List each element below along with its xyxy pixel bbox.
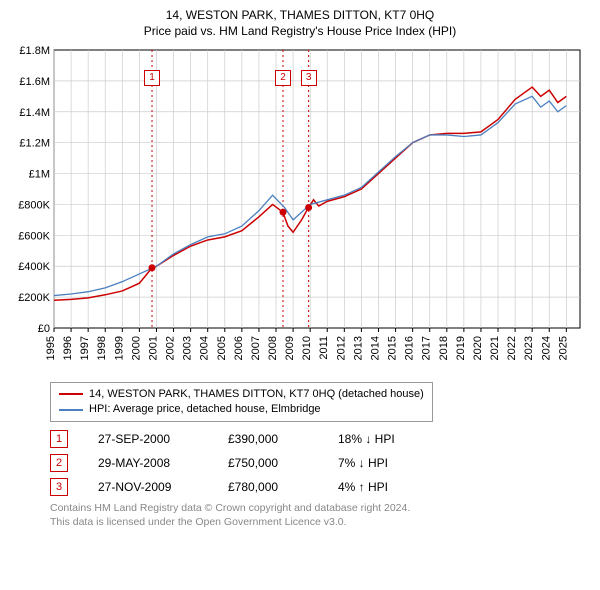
svg-text:2010: 2010 — [301, 336, 313, 360]
chart-title: 14, WESTON PARK, THAMES DITTON, KT7 0HQ — [10, 8, 590, 24]
svg-text:1998: 1998 — [96, 336, 108, 360]
svg-text:£0: £0 — [38, 323, 50, 335]
svg-text:1996: 1996 — [62, 336, 74, 360]
svg-text:£1M: £1M — [29, 168, 50, 180]
marker-date: 27-SEP-2000 — [98, 432, 198, 446]
marker-number-box: 2 — [50, 454, 68, 472]
chart-container: 14, WESTON PARK, THAMES DITTON, KT7 0HQ … — [0, 0, 600, 590]
legend-swatch — [59, 409, 83, 411]
svg-text:2021: 2021 — [489, 336, 501, 360]
svg-text:2017: 2017 — [421, 336, 433, 360]
license-line: This data is licensed under the Open Gov… — [50, 516, 590, 530]
chart-marker-label: 1 — [144, 70, 160, 86]
svg-text:2005: 2005 — [216, 336, 228, 360]
marker-price: £750,000 — [228, 456, 308, 470]
marker-pct: 18% ↓ HPI — [338, 432, 428, 446]
chart-marker-label: 3 — [301, 70, 317, 86]
legend-label: HPI: Average price, detached house, Elmb… — [89, 402, 321, 417]
svg-text:2011: 2011 — [318, 336, 330, 360]
svg-text:2008: 2008 — [267, 336, 279, 360]
svg-text:£800K: £800K — [18, 199, 50, 211]
svg-text:2012: 2012 — [335, 336, 347, 360]
svg-text:2015: 2015 — [387, 336, 399, 360]
legend-label: 14, WESTON PARK, THAMES DITTON, KT7 0HQ … — [89, 387, 424, 402]
svg-text:2002: 2002 — [165, 336, 177, 360]
svg-text:2023: 2023 — [523, 336, 535, 360]
svg-text:£400K: £400K — [18, 261, 50, 273]
svg-text:£200K: £200K — [18, 292, 50, 304]
svg-text:£1.6M: £1.6M — [19, 75, 50, 87]
svg-text:2013: 2013 — [352, 336, 364, 360]
license-text: Contains HM Land Registry data © Crown c… — [50, 502, 590, 529]
svg-text:1999: 1999 — [113, 336, 125, 360]
marker-number-box: 1 — [50, 430, 68, 448]
svg-text:2003: 2003 — [182, 336, 194, 360]
marker-date: 29-MAY-2008 — [98, 456, 198, 470]
svg-text:2024: 2024 — [540, 336, 552, 360]
svg-text:1995: 1995 — [45, 336, 57, 360]
svg-text:2000: 2000 — [130, 336, 142, 360]
svg-text:2007: 2007 — [250, 336, 262, 360]
legend: 14, WESTON PARK, THAMES DITTON, KT7 0HQ … — [50, 382, 433, 423]
legend-item: HPI: Average price, detached house, Elmb… — [59, 402, 424, 417]
svg-text:2006: 2006 — [233, 336, 245, 360]
svg-text:1997: 1997 — [79, 336, 91, 360]
marker-table-row: 2 29-MAY-2008 £750,000 7% ↓ HPI — [50, 454, 590, 472]
marker-date: 27-NOV-2009 — [98, 480, 198, 494]
svg-text:2004: 2004 — [199, 336, 211, 360]
svg-text:2020: 2020 — [472, 336, 484, 360]
marker-table-row: 1 27-SEP-2000 £390,000 18% ↓ HPI — [50, 430, 590, 448]
svg-text:2014: 2014 — [369, 336, 381, 360]
chart-marker-label: 2 — [275, 70, 291, 86]
marker-pct: 7% ↓ HPI — [338, 456, 428, 470]
license-line: Contains HM Land Registry data © Crown c… — [50, 502, 590, 516]
svg-text:2016: 2016 — [404, 336, 416, 360]
marker-pct: 4% ↑ HPI — [338, 480, 428, 494]
svg-text:2025: 2025 — [557, 336, 569, 360]
marker-table: 1 27-SEP-2000 £390,000 18% ↓ HPI 2 29-MAY-200… — [50, 430, 590, 496]
marker-table-row: 3 27-NOV-2009 £780,000 4% ↑ HPI — [50, 478, 590, 496]
marker-number-box: 3 — [50, 478, 68, 496]
svg-text:2009: 2009 — [284, 336, 296, 360]
legend-swatch — [59, 393, 83, 395]
svg-text:2019: 2019 — [455, 336, 467, 360]
chart-subtitle: Price paid vs. HM Land Registry's House … — [10, 24, 590, 38]
svg-text:2001: 2001 — [147, 336, 159, 360]
svg-text:2022: 2022 — [506, 336, 518, 360]
svg-text:£1.2M: £1.2M — [19, 137, 50, 149]
legend-item: 14, WESTON PARK, THAMES DITTON, KT7 0HQ … — [59, 387, 424, 402]
line-chart: £0 £200K £400K £600K £800K £1M £1.2M £1.4M £1.6M… — [10, 44, 590, 374]
svg-text:£1.8M: £1.8M — [19, 45, 50, 57]
marker-price: £780,000 — [228, 480, 308, 494]
marker-price: £390,000 — [228, 432, 308, 446]
chart-area: £0 £200K £400K £600K £800K £1M £1.2M £1.4M £1.6M… — [10, 44, 590, 374]
svg-text:£600K: £600K — [18, 230, 50, 242]
svg-text:2018: 2018 — [438, 336, 450, 360]
svg-text:£1.4M: £1.4M — [19, 106, 50, 118]
